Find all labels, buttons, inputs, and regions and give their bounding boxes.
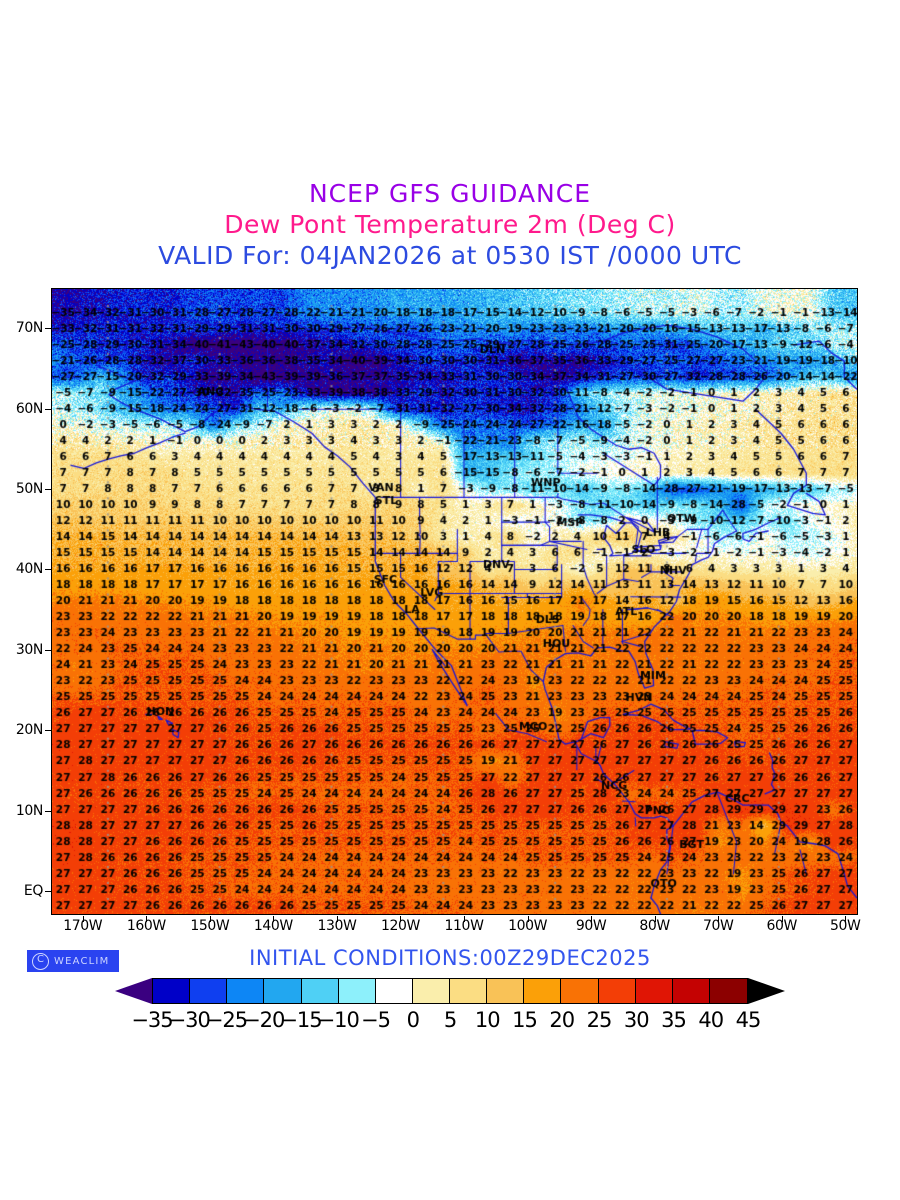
y-axis-label: 60N — [15, 400, 43, 417]
colorbar-tick-label: −15 — [280, 1008, 322, 1032]
y-axis-label: 70N — [15, 320, 43, 337]
colorbar-band[interactable] — [709, 979, 747, 1003]
colorbar-tick-label: −5 — [361, 1008, 391, 1032]
y-axis-tick — [45, 488, 51, 490]
page-title-line1: NCEP GFS GUIDANCE — [308, 179, 591, 208]
colorbar-band[interactable] — [190, 979, 228, 1003]
page-title-line3: VALID For: 04JAN2026 at 0530 IST /0000 U… — [158, 241, 742, 270]
colorbar-band[interactable] — [227, 979, 265, 1003]
y-axis-tick — [45, 730, 51, 732]
x-axis-tick — [718, 916, 720, 922]
colorbar-band[interactable] — [561, 979, 599, 1003]
logo-label: WEACLIM — [54, 955, 110, 967]
colorbar-band[interactable] — [264, 979, 302, 1003]
colorbar-tick-label: −25 — [205, 1008, 248, 1032]
colorbar-tick-labels: −35 −30 −25 −20 −15 −10 −5 0 5 10 15 20 25 30 35 40 45 — [115, 1008, 785, 1032]
x-axis-tick — [336, 916, 338, 922]
colorbar-tick-label: 30 — [623, 1008, 650, 1032]
colorbar-band[interactable] — [524, 979, 562, 1003]
y-axis-tick — [45, 328, 51, 330]
colorbar-band[interactable] — [153, 979, 191, 1003]
x-axis-tick — [591, 916, 593, 922]
x-axis-tick — [654, 916, 656, 922]
colorbar[interactable] — [115, 978, 785, 1004]
y-axis-label: 30N — [15, 641, 43, 658]
x-axis-tick — [781, 916, 783, 922]
colorbar-tick-label: 0 — [406, 1008, 420, 1032]
x-axis-label: 120W — [381, 918, 420, 934]
colorbar-tick-label: 10 — [474, 1008, 501, 1032]
x-axis-label: 80W — [639, 918, 670, 934]
x-axis-label: 100W — [508, 918, 548, 934]
x-axis-tick — [146, 916, 148, 922]
x-axis-tick — [400, 916, 402, 922]
colorbar-tick-label: −20 — [243, 1008, 285, 1032]
x-axis-tick — [209, 916, 211, 922]
copyright-icon: C — [32, 952, 49, 970]
x-axis-label: 150W — [190, 918, 230, 934]
x-axis-tick — [464, 916, 466, 922]
colorbar-over-cap — [748, 978, 785, 1004]
colorbar-tick-label: 20 — [549, 1008, 575, 1032]
colorbar-tick-label: −30 — [168, 1008, 211, 1032]
x-axis-label: 70W — [702, 918, 734, 934]
y-axis-label: 50N — [15, 480, 43, 497]
x-axis-label: 160W — [126, 918, 166, 934]
x-axis-label: 130W — [317, 918, 357, 934]
x-axis-label: 90W — [575, 918, 607, 934]
initial-conditions-label: INITIAL CONDITIONS:00Z29DEC2025 — [249, 946, 651, 970]
title-block: NCEP GFS GUIDANCE Dew Pont Temperature 2… — [0, 178, 900, 271]
colorbar-band[interactable] — [598, 979, 636, 1003]
colorbar-tick-label: 45 — [735, 1008, 762, 1032]
x-axis-tick — [845, 916, 847, 922]
colorbar-tick-label: 40 — [698, 1008, 724, 1032]
y-axis-tick — [45, 890, 51, 892]
x-axis-label: 50W — [830, 918, 861, 934]
x-axis-label: 140W — [253, 918, 293, 934]
colorbar-under-cap — [115, 978, 152, 1004]
colorbar-band[interactable] — [412, 979, 450, 1003]
colorbar-band[interactable] — [338, 979, 376, 1003]
x-axis-tick — [82, 916, 84, 922]
colorbar-tick-label: 15 — [512, 1008, 538, 1032]
colorbar-band[interactable] — [301, 979, 339, 1003]
map-plot-area[interactable] — [51, 288, 858, 915]
y-axis-tick — [45, 408, 51, 410]
dewpoint-heatmap-canvas — [52, 289, 857, 914]
colorbar-tick-label: 25 — [586, 1008, 613, 1032]
colorbar-band[interactable] — [450, 979, 488, 1003]
y-axis-label: 40N — [15, 561, 43, 578]
y-axis-label: 20N — [15, 722, 43, 739]
y-axis-tick — [45, 810, 51, 812]
x-axis-label: 170W — [63, 918, 103, 934]
colorbar-band[interactable] — [487, 979, 525, 1003]
x-axis-tick — [273, 916, 275, 922]
colorbar-tick-label: 5 — [443, 1008, 457, 1032]
y-axis-label: 10N — [15, 802, 43, 819]
colorbar-band[interactable] — [375, 979, 413, 1003]
y-axis-tick — [45, 649, 51, 651]
weaclim-logo: C WEACLIM — [27, 950, 119, 972]
x-axis-label: 110W — [444, 918, 484, 934]
colorbar-band[interactable] — [672, 979, 710, 1003]
y-axis-tick — [45, 569, 51, 571]
colorbar-band[interactable] — [635, 979, 673, 1003]
x-axis-tick — [527, 916, 529, 922]
colorbar-tick-label: −35 — [131, 1008, 173, 1032]
x-axis-label: 60W — [766, 918, 798, 934]
page-title-line2: Dew Pont Temperature 2m (Deg C) — [224, 210, 676, 239]
colorbar-bands[interactable] — [152, 978, 748, 1004]
colorbar-tick-label: 35 — [661, 1008, 687, 1032]
colorbar-tick-label: −10 — [317, 1008, 360, 1032]
y-axis-label: EQ — [23, 882, 43, 899]
